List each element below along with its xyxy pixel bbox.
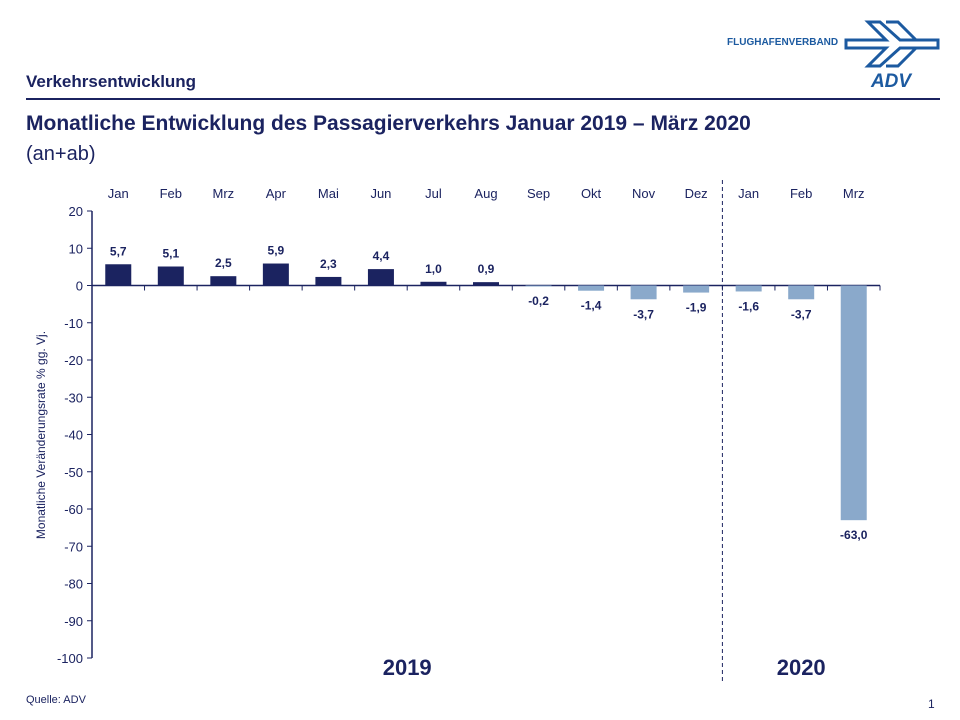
category-label: Okt xyxy=(581,186,602,201)
bar xyxy=(578,285,605,291)
bar xyxy=(315,276,342,286)
data-label: 2,3 xyxy=(320,257,337,271)
category-label: Feb xyxy=(790,186,812,201)
y-tick-label: 10 xyxy=(69,241,83,256)
y-tick-label: -30 xyxy=(64,390,83,405)
data-label: -1,4 xyxy=(581,299,602,313)
y-tick-label: 20 xyxy=(69,204,83,219)
data-label: -1,9 xyxy=(686,301,707,315)
data-label: -3,7 xyxy=(633,307,654,321)
y-tick-label: -50 xyxy=(64,465,83,480)
data-label: 5,9 xyxy=(268,244,285,258)
data-label: 2,5 xyxy=(215,256,232,270)
data-label: -1,6 xyxy=(738,299,759,313)
bar xyxy=(525,285,552,287)
logo-text: ADV xyxy=(870,71,912,90)
bar xyxy=(262,263,289,286)
data-label: -63,0 xyxy=(840,528,868,542)
category-label: Jun xyxy=(370,186,391,201)
y-tick-label: -100 xyxy=(57,651,83,666)
chart-subtitle: (an+ab) xyxy=(26,143,96,165)
year-label: 2019 xyxy=(383,655,432,680)
category-label: Apr xyxy=(266,186,287,201)
bar xyxy=(210,276,237,286)
data-label: 1,0 xyxy=(425,262,442,276)
adv-logo: ADV xyxy=(844,20,940,90)
data-label: 0,9 xyxy=(478,262,495,276)
y-tick-label: -10 xyxy=(64,316,83,331)
bar xyxy=(735,285,762,292)
bar xyxy=(683,285,710,293)
category-label: Mrz xyxy=(212,186,234,201)
category-label: Jul xyxy=(425,186,442,201)
data-label: 4,4 xyxy=(373,249,390,263)
bar xyxy=(788,285,815,300)
category-label: Jan xyxy=(738,186,759,201)
category-label: Dez xyxy=(685,186,708,201)
year-label: 2020 xyxy=(777,655,826,680)
data-label: -3,7 xyxy=(791,307,812,321)
y-tick-label: -90 xyxy=(64,614,83,629)
category-label: Mai xyxy=(318,186,339,201)
category-label: Feb xyxy=(160,186,182,201)
category-label: Mrz xyxy=(843,186,865,201)
y-tick-label: -20 xyxy=(64,353,83,368)
y-tick-label: -80 xyxy=(64,577,83,592)
page-number: 1 xyxy=(928,697,935,711)
bar xyxy=(840,285,867,521)
y-tick-label: -40 xyxy=(64,428,83,443)
data-label: 5,1 xyxy=(162,247,179,261)
bar xyxy=(157,266,184,286)
section-title: Verkehrsentwicklung xyxy=(26,72,197,91)
source-note: Quelle: ADV xyxy=(26,694,86,706)
y-tick-label: -60 xyxy=(64,502,83,517)
bar xyxy=(420,281,447,286)
bar xyxy=(630,285,657,300)
bar xyxy=(473,282,499,286)
category-label: Sep xyxy=(527,186,550,201)
chart-title: Monatliche Entwicklung des Passagierverk… xyxy=(26,112,751,135)
y-axis-label: Monatliche Veränderungsrate % gg. Vj. xyxy=(34,331,48,539)
y-tick-label: 0 xyxy=(76,279,83,294)
divider xyxy=(26,98,940,100)
data-label: -0,2 xyxy=(528,294,549,308)
brand-name: FLUGHAFENVERBAND xyxy=(727,37,839,48)
bar xyxy=(105,264,132,286)
category-label: Nov xyxy=(632,186,656,201)
data-label: 5,7 xyxy=(110,244,127,258)
category-label: Aug xyxy=(474,186,497,201)
y-tick-label: -70 xyxy=(64,539,83,554)
bar xyxy=(367,269,394,286)
category-label: Jan xyxy=(108,186,129,201)
